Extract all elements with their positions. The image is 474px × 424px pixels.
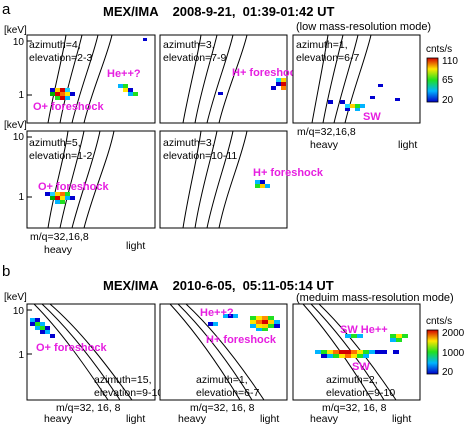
b3-elevation: elevation=9-10	[326, 387, 395, 399]
b3-light-label: light	[392, 413, 411, 424]
a4-counts	[45, 192, 75, 204]
panel-a4: azimuth=5, elevation=1-2 O+ foreshock	[26, 130, 156, 229]
b1-light-label: light	[126, 413, 145, 424]
b-ytick-1: 1	[18, 350, 24, 361]
mass-line-4	[83, 34, 113, 124]
a5-counts	[255, 180, 270, 188]
colorbar-b-tick-high: 2000	[442, 328, 465, 339]
b1-mass-label: m/q=32, 16, 8	[56, 402, 121, 414]
colorbar-b-unit: cnts/s	[426, 316, 452, 327]
b1-counts	[30, 318, 55, 338]
a4-azimuth: azimuth=5,	[29, 137, 81, 149]
a1-annotation-he: He++?	[107, 68, 141, 80]
mass-line-16	[59, 34, 83, 124]
b3-mass-label: m/q=32, 16, 8	[322, 402, 387, 414]
b-unit: [keV]	[4, 292, 27, 303]
b2-heavy-label: heavy	[178, 413, 207, 424]
colorbar-a-tick-low: 20	[442, 95, 454, 106]
colorbar-b: cnts/s 2000 1000 20	[426, 316, 465, 378]
a5-elevation: elevation=10-11	[163, 150, 237, 162]
a5-annotation-h: H+ foreshock	[253, 167, 324, 179]
b2-counts	[208, 314, 280, 331]
mass-line-8	[71, 34, 99, 124]
a4-mass-label: m/q=32,16,8	[30, 231, 89, 243]
a1-annotation-o: O+ foreshock	[33, 101, 104, 113]
panel-b3: SW He++ SW azimuth=2, elevation=9-10	[292, 303, 421, 401]
a2-ytick-1: 1	[18, 192, 24, 203]
b3-counts	[315, 334, 408, 358]
b3-azimuth: azimuth=2,	[326, 374, 378, 386]
colorbar-b-tick-mid: 1000	[442, 348, 465, 359]
colorbar-a: cnts/s 110 65 20	[426, 44, 458, 106]
part-a-mode: (low mass-resolution mode)	[296, 21, 431, 33]
b1-heavy-label: heavy	[44, 413, 73, 424]
a1-ytick-1: 1	[18, 90, 24, 101]
a3-counts	[328, 84, 400, 111]
a1-counts	[50, 38, 147, 100]
a-row2-unit: [keV]	[4, 120, 27, 131]
a1-azimuth: azimuth=4,	[29, 39, 81, 51]
colorbar-a-tick-mid: 65	[442, 75, 454, 86]
a3-heavy-label: heavy	[310, 139, 339, 151]
a4-light-label: light	[126, 240, 145, 252]
panel-b1: O+ foreshock azimuth=15, elevation=9-10	[26, 303, 163, 401]
a2-azimuth: azimuth=3,	[163, 39, 215, 51]
b3-heavy-label: heavy	[310, 413, 339, 424]
a2-ytick-10: 10	[13, 132, 25, 143]
a4-annotation-o: O+ foreshock	[38, 181, 109, 193]
panel-a2: azimuth=3, elevation=7-9 H+ foreshock	[159, 34, 303, 124]
a3-azimuth: azimuth=1,	[296, 39, 348, 51]
a2-counts	[218, 78, 286, 95]
part-a-title: MEX/IMA 2008-9-21, 01:39-01:42 UT	[103, 4, 335, 19]
a1-ytick-10: 10	[13, 37, 25, 48]
a1-elevation: elevation=2-3	[29, 52, 92, 64]
colorbar-b-tick-low: 20	[442, 367, 454, 378]
b2-annotation-he: He++?	[200, 307, 234, 319]
b2-light-label: light	[260, 413, 279, 424]
panel-a1: azimuth=4, elevation=2-3 He++? O+ foresh…	[26, 34, 156, 124]
a2-elevation: elevation=7-9	[163, 52, 226, 64]
a4-elevation: elevation=1-2	[29, 150, 92, 162]
part-b-letter: b	[2, 263, 10, 280]
panel-a5: azimuth=3, elevation=10-11 H+ foreshock	[159, 130, 324, 229]
b1-elevation: elevation=9-10	[94, 387, 163, 399]
colorbar-a-tick-high: 110	[442, 56, 458, 67]
a3-mass-label: m/q=32,16,8	[297, 126, 356, 138]
a2-annotation-h: H+ foreshock	[232, 67, 303, 79]
b2-annotation-h: H+ foreshock	[206, 334, 277, 346]
b2-mass-label: m/q=32, 16, 8	[190, 402, 255, 414]
part-a-letter: a	[2, 1, 11, 18]
b1-annotation-o: O+ foreshock	[36, 342, 107, 354]
b3-annotation-sw: SW	[352, 361, 370, 373]
a3-annotation-sw: SW	[363, 111, 381, 123]
b1-azimuth: azimuth=15,	[94, 374, 152, 386]
b3-annotation-swhe: SW He++	[340, 324, 388, 336]
a3-elevation: elevation=6-7	[296, 52, 359, 64]
colorbar-a-unit: cnts/s	[426, 44, 452, 55]
panel-a3: azimuth=1, elevation=6-7 SW	[292, 34, 421, 124]
part-b-mode: (meduim mass-resolution mode)	[296, 292, 454, 304]
a4-heavy-label: heavy	[44, 244, 73, 256]
b2-azimuth: azimuth=1,	[196, 374, 248, 386]
panel-b2: He++? H+ foreshock azimuth=1, elevation=…	[159, 303, 288, 401]
b2-elevation: elevation=6-7	[196, 387, 259, 399]
a-row1-unit: [keV]	[4, 25, 27, 36]
b-ytick-10: 10	[13, 306, 25, 317]
mass-line-32	[47, 34, 67, 124]
a5-azimuth: azimuth=3,	[163, 137, 215, 149]
a3-light-label: light	[398, 139, 417, 151]
part-b-title: MEX/IMA 2010-6-05, 05:11-05:14 UT	[103, 278, 334, 293]
